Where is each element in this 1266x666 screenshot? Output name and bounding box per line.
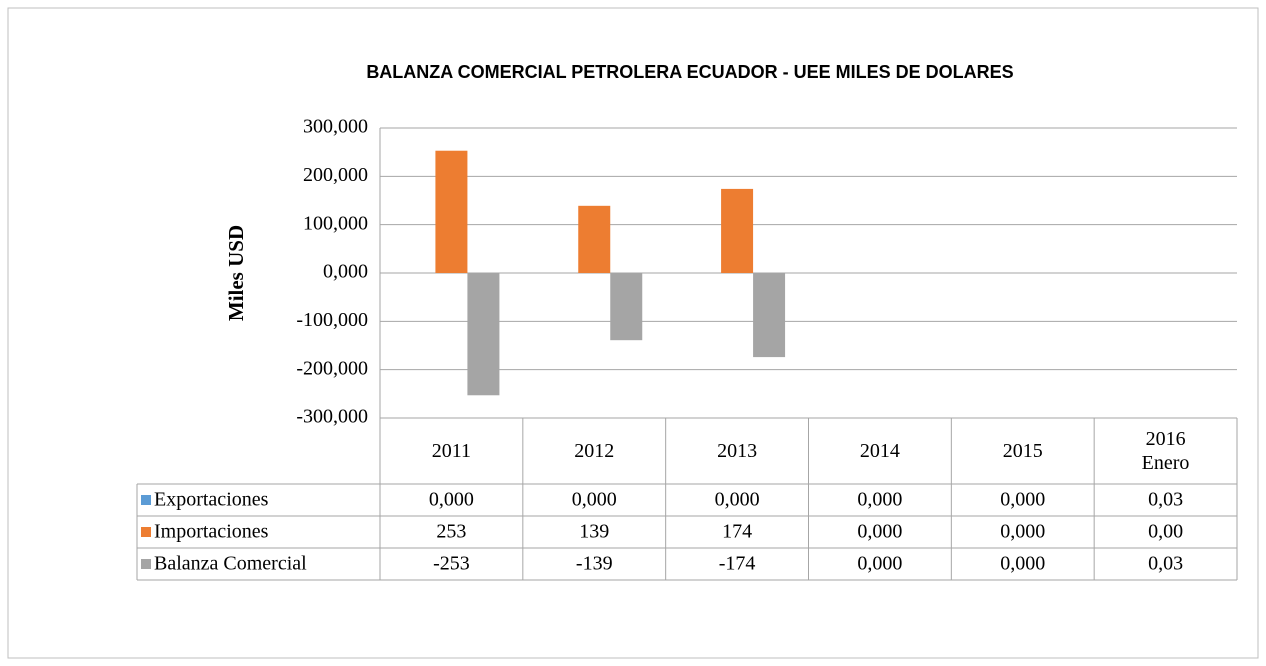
data-table-value: 0,00 [1148,521,1183,543]
bar [578,205,611,273]
data-table-value: -174 [719,553,756,575]
x-tick-label: 2012 [523,418,666,484]
bar [721,188,754,273]
data-table-value: 0,000 [572,489,617,511]
bar [753,273,786,358]
y-tick-label: 200,000 [303,164,368,186]
data-table-value: 0,000 [1000,489,1045,511]
data-table-value: -253 [433,553,470,575]
data-table-value: 0,000 [857,553,902,575]
legend-swatch [141,527,151,537]
data-table-value: -139 [576,553,613,575]
data-table-value: 139 [579,521,609,543]
data-table-value: 0,000 [1000,521,1045,543]
category-text: 2012 [574,440,615,462]
category-text: 2014 [859,440,900,462]
x-tick-label: 2015 [951,418,1094,484]
bar [610,273,643,341]
x-tick-label: 2014 [809,418,952,484]
chart-title: BALANZA COMERCIAL PETROLERA ECUADOR - UE… [366,62,1013,82]
data-table-value: 0,03 [1148,553,1183,575]
y-tick-label: 300,000 [303,116,368,138]
legend-swatch [141,495,151,505]
data-table-value: 0,000 [715,489,760,511]
y-tick-label: 0,000 [323,261,368,283]
legend-label: Importaciones [154,521,269,543]
bar [435,150,468,273]
y-axis-title: Miles USD [224,225,248,321]
data-table-value: 0,000 [857,489,902,511]
data-table-value: 0,000 [857,521,902,543]
y-tick-label: -100,000 [296,309,368,331]
data-table-value: 174 [722,521,752,543]
legend-label: Balanza Comercial [154,553,307,575]
y-tick-label: -200,000 [296,357,368,379]
x-tick-label: 2013 [666,418,809,484]
data-table-value: 253 [436,521,466,543]
legend-label: Exportaciones [154,489,269,511]
legend-swatch [141,559,151,569]
x-tick-label: 2011 [380,418,523,484]
category-text: 2013 [717,440,758,462]
category-text: 2016 Enero [1141,428,1190,474]
category-text: 2011 [431,440,472,462]
data-table-value: 0,000 [1000,553,1045,575]
data-table-value: 0,000 [429,489,474,511]
data-table-value: 0,03 [1148,489,1183,511]
bar [467,273,500,396]
y-tick-label: 100,000 [303,212,368,234]
x-tick-label: 2016 Enero [1094,418,1237,484]
y-tick-label: -300,000 [296,406,368,428]
category-text: 2015 [1002,440,1043,462]
